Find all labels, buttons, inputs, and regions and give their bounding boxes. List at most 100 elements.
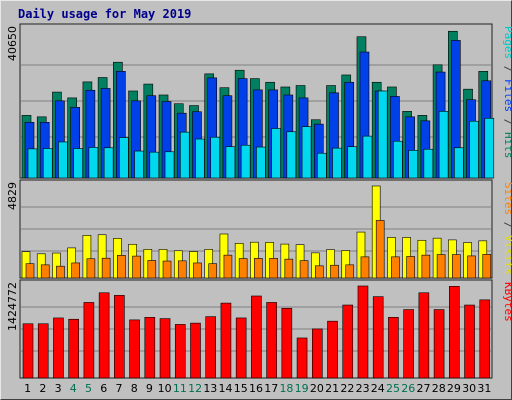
kbytes-bar-kbytes [159, 318, 171, 379]
kbytes-bar-kbytes [114, 295, 125, 379]
hits-bar-pages [316, 152, 327, 179]
hits-bar-pages [408, 150, 418, 179]
visits-bar-sites [391, 256, 400, 279]
day-label: 3 [55, 382, 62, 395]
visits-bar-sites [482, 254, 492, 279]
visits-bar-sites [254, 258, 263, 279]
hits-legend-part: / [502, 59, 512, 79]
day-label: 4 [70, 382, 77, 395]
hits-bar-pages [149, 151, 160, 179]
hits-legend: Pages / Files / Hits [502, 26, 512, 159]
hits-bar-pages [88, 147, 99, 179]
kbytes-bar-kbytes [251, 295, 262, 379]
hits-bar-pages [377, 90, 388, 179]
visits-bar-sites [330, 264, 339, 279]
kbytes-bar-kbytes [449, 286, 460, 379]
visits-bar-sites [299, 260, 309, 279]
visits-bar-sites [284, 258, 294, 279]
kbytes-bar-kbytes [37, 323, 49, 379]
visits-bar-sites [345, 264, 355, 279]
day-label: 19 [295, 382, 309, 395]
day-label: 6 [100, 382, 107, 395]
kbytes-bar-kbytes [388, 317, 399, 379]
kbytes-bar-kbytes [220, 302, 232, 379]
visits-bar-sites [101, 257, 111, 279]
kbytes-bar-kbytes [296, 337, 308, 379]
kbytes-bar-kbytes [190, 322, 201, 379]
hits-bar-pages [256, 146, 266, 179]
visits-bar-sites [117, 255, 126, 279]
kbytes-legend: KBytes [502, 282, 512, 322]
hits-bar-pages [271, 128, 281, 179]
hits-bar-pages [73, 148, 83, 179]
day-label: 21 [325, 382, 339, 395]
kbytes-bar-kbytes [205, 316, 217, 379]
day-label: 18 [279, 382, 293, 395]
day-label: 29 [447, 382, 461, 395]
visits-bar-sites [406, 256, 415, 279]
visits-bar-sites [314, 265, 324, 279]
day-label: 12 [188, 382, 202, 395]
kbytes-bar-kbytes [83, 302, 95, 379]
hits-bar-pages [423, 148, 434, 179]
hits-bar-pages [179, 131, 190, 179]
visits-bar-sites [86, 258, 96, 279]
visits-bar-sites [162, 260, 172, 279]
hits-ymax-label: 40650 [6, 26, 19, 61]
visits-bar-sites [375, 220, 385, 279]
kbytes-bar-kbytes [22, 323, 34, 379]
kbytes-bar-kbytes [144, 317, 156, 379]
hits-bar-pages [103, 147, 114, 179]
kbytes-bar-kbytes [479, 299, 491, 379]
hits-legend-part: Pages [502, 26, 512, 59]
kbytes-bar-kbytes [327, 320, 338, 379]
day-label: 8 [131, 382, 138, 395]
visits-bar-sites [177, 260, 187, 279]
visits-legend-part: Visits [502, 235, 512, 275]
day-label: 25 [386, 382, 400, 395]
day-label: 9 [146, 382, 153, 395]
hits-bar-pages [225, 146, 236, 179]
hits-bar-pages [119, 137, 129, 179]
visits-bar-sites [421, 254, 431, 279]
kbytes-bar-kbytes [311, 328, 323, 379]
hits-bar-pages [393, 140, 403, 179]
kbytes-ymax-label: 1424772 [6, 282, 19, 331]
hits-bar-pages [469, 120, 479, 179]
chart-title: Daily usage for May 2019 [18, 7, 191, 21]
hits-bar-pages [58, 141, 68, 179]
day-label: 23 [356, 382, 370, 395]
day-label: 13 [203, 382, 217, 395]
visits-ymax-label: 4829 [6, 182, 19, 210]
visits-bar-sites [71, 262, 80, 279]
day-label: 22 [340, 382, 354, 395]
day-label: 27 [416, 382, 430, 395]
hits-bar-pages [42, 148, 53, 179]
day-label: 15 [234, 382, 248, 395]
visits-bar-sites [436, 254, 446, 279]
kbytes-legend-part: KBytes [502, 282, 512, 322]
hits-bar-pages [27, 148, 38, 179]
day-label: 16 [249, 382, 263, 395]
day-label: 26 [401, 382, 415, 395]
kbytes-bar-kbytes [433, 309, 445, 379]
hits-legend-part: / [502, 112, 512, 132]
hits-bar-pages [332, 147, 342, 179]
hits-bar-pages [286, 131, 297, 179]
day-label: 31 [477, 382, 491, 395]
day-label: 14 [219, 382, 233, 395]
kbytes-bar-kbytes [53, 317, 64, 379]
day-label: 28 [432, 382, 446, 395]
hits-bar-pages [484, 117, 495, 179]
visits-legend: Sites / Visits [502, 182, 512, 275]
day-label: 11 [173, 382, 187, 395]
kbytes-bar-kbytes [98, 292, 110, 379]
visits-bar-sites [25, 263, 35, 279]
kbytes-bar-kbytes [281, 307, 293, 379]
day-label: 30 [462, 382, 476, 395]
kbytes-bar-kbytes [342, 304, 354, 379]
visits-bar-sites [40, 264, 50, 279]
visits-bar-sites [208, 263, 218, 279]
hits-bar-pages [438, 111, 449, 179]
